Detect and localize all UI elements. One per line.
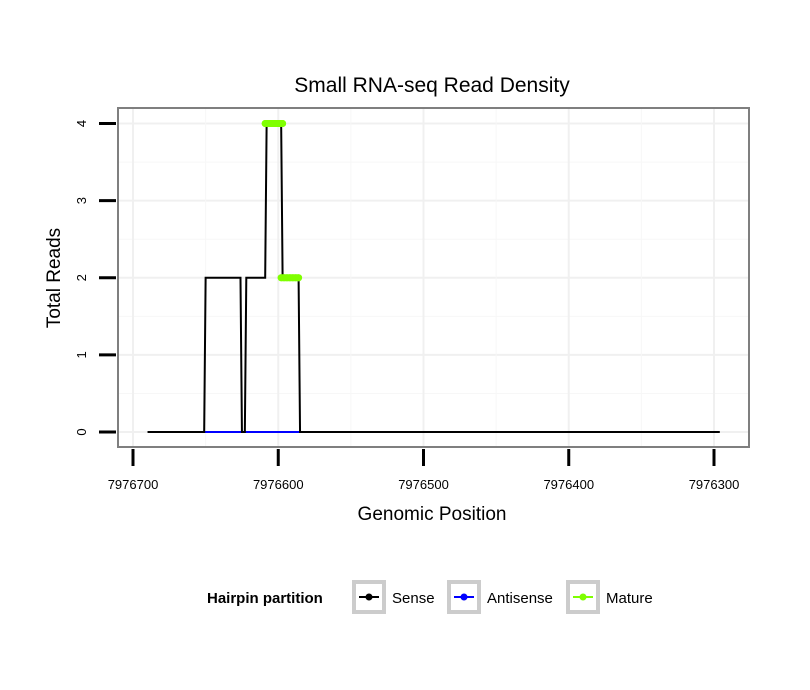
y-tick-label: 2 — [74, 274, 89, 281]
y-tick-label: 0 — [74, 428, 89, 435]
x-tick-label: 7976500 — [398, 477, 449, 492]
chart-title: Small RNA-seq Read Density — [294, 74, 570, 97]
series-layer — [147, 120, 720, 433]
y-axis: 0 1 2 3 4 — [74, 120, 116, 436]
grid — [118, 108, 749, 447]
legend-title: Hairpin partition — [207, 590, 323, 607]
legend-label-antisense: Antisense — [487, 590, 553, 607]
y-tick-label: 3 — [74, 197, 89, 204]
series-mature-point — [279, 120, 287, 127]
legend-label-mature: Mature — [606, 590, 653, 607]
x-tick-label: 7976400 — [543, 477, 594, 492]
legend-key-mature — [566, 580, 600, 614]
legend: Hairpin partition Sense Antisense Mature — [207, 580, 653, 614]
x-tick-label: 7976300 — [689, 477, 740, 492]
y-tick-label: 4 — [74, 120, 89, 127]
legend-key-sense — [352, 580, 386, 614]
panel-border — [117, 107, 750, 448]
x-axis: 7976700 7976600 7976500 7976400 7976300 — [108, 449, 740, 492]
x-axis-title: Genomic Position — [358, 504, 507, 525]
y-axis-title: Total Reads — [44, 228, 65, 328]
series-mature-point — [295, 274, 303, 282]
y-tick-label: 1 — [74, 351, 89, 358]
legend-key-antisense — [447, 580, 481, 614]
x-tick-label: 7976600 — [253, 477, 304, 492]
legend-label-sense: Sense — [392, 590, 435, 607]
x-tick-label: 7976700 — [108, 477, 159, 492]
